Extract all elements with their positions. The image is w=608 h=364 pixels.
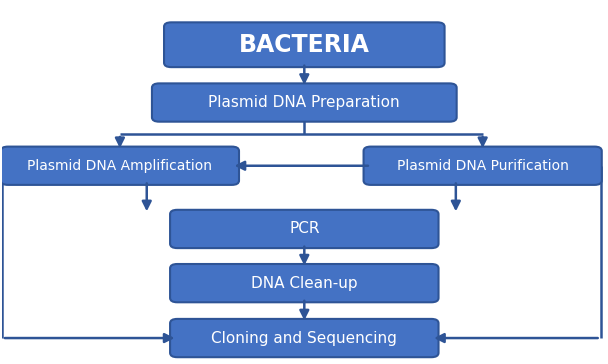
Text: PCR: PCR — [289, 221, 320, 237]
FancyBboxPatch shape — [164, 22, 444, 67]
Text: Plasmid DNA Amplification: Plasmid DNA Amplification — [27, 159, 212, 173]
Text: Plasmid DNA Purification: Plasmid DNA Purification — [397, 159, 568, 173]
FancyArrowPatch shape — [452, 183, 460, 209]
FancyBboxPatch shape — [152, 83, 457, 122]
Text: Cloning and Sequencing: Cloning and Sequencing — [212, 331, 397, 345]
FancyBboxPatch shape — [170, 319, 438, 357]
Text: Plasmid DNA Preparation: Plasmid DNA Preparation — [209, 95, 400, 110]
FancyArrowPatch shape — [116, 137, 124, 145]
FancyBboxPatch shape — [170, 210, 438, 248]
FancyArrowPatch shape — [237, 162, 368, 170]
FancyArrowPatch shape — [437, 334, 598, 342]
FancyArrowPatch shape — [5, 334, 172, 342]
FancyBboxPatch shape — [1, 147, 239, 185]
Text: BACTERIA: BACTERIA — [239, 33, 370, 57]
FancyBboxPatch shape — [170, 264, 438, 302]
Text: DNA Clean-up: DNA Clean-up — [251, 276, 358, 290]
FancyArrowPatch shape — [478, 137, 486, 145]
FancyArrowPatch shape — [300, 301, 308, 318]
FancyArrowPatch shape — [300, 246, 308, 263]
FancyArrowPatch shape — [300, 66, 308, 82]
FancyBboxPatch shape — [364, 147, 602, 185]
FancyArrowPatch shape — [143, 183, 151, 209]
